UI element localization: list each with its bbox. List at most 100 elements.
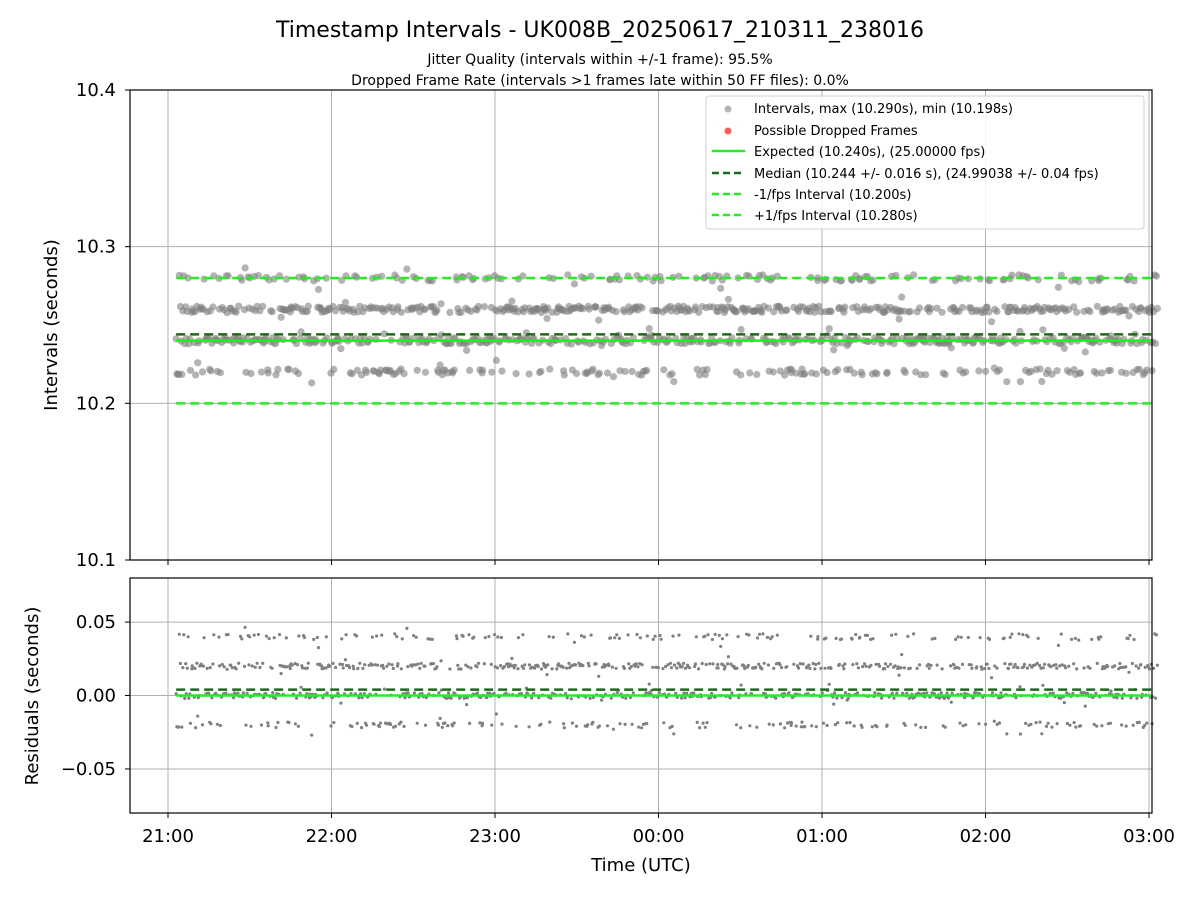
residual-point <box>605 724 610 728</box>
residual-point <box>711 662 715 666</box>
interval-point <box>184 274 192 282</box>
residual-point <box>456 663 460 668</box>
interval-point <box>1143 366 1151 374</box>
residual-point <box>852 724 856 728</box>
residual-point <box>380 633 384 637</box>
interval-point <box>241 264 249 272</box>
residual-point <box>236 691 240 695</box>
residual-point <box>1132 637 1136 642</box>
interval-point <box>612 308 620 316</box>
interval-point <box>737 371 745 379</box>
residual-point <box>897 673 901 677</box>
residual-point <box>439 659 443 663</box>
residual-point <box>390 663 394 667</box>
residual-point <box>399 667 403 671</box>
residual-point <box>1022 665 1026 669</box>
residual-point <box>964 723 968 727</box>
interval-point <box>544 304 552 312</box>
residual-point <box>1109 689 1113 693</box>
interval-point <box>579 305 587 313</box>
residual-point <box>708 662 712 666</box>
residual-point <box>1008 635 1012 640</box>
residual-point <box>814 662 818 667</box>
residual-point <box>1143 723 1147 728</box>
chart-title: Timestamp Intervals - UK008B_20250617_21… <box>275 18 924 43</box>
interval-point <box>285 365 293 374</box>
residual-point <box>992 719 996 723</box>
residual-point <box>706 633 710 637</box>
residual-point <box>780 666 784 670</box>
residual-point <box>294 696 299 700</box>
residual-point <box>997 721 1002 725</box>
residual-point <box>670 724 674 729</box>
residual-point <box>757 632 762 636</box>
residual-point <box>1137 720 1141 725</box>
residual-point <box>636 665 640 669</box>
residual-point <box>500 722 504 726</box>
residual-point <box>276 720 280 725</box>
residual-point <box>819 666 823 671</box>
interval-point <box>277 313 285 321</box>
residual-point <box>871 637 875 641</box>
residual-point <box>924 725 928 730</box>
residual-point <box>182 633 186 637</box>
residual-point <box>895 691 899 695</box>
residual-point <box>565 666 569 670</box>
residual-point <box>726 655 731 659</box>
interval-point <box>814 274 822 282</box>
residual-point <box>599 698 604 702</box>
residual-point <box>918 663 922 667</box>
residual-point <box>680 665 684 669</box>
interval-point <box>543 314 551 322</box>
residual-point <box>587 664 591 668</box>
interval-point <box>603 369 612 377</box>
residual-point <box>1068 723 1072 727</box>
residual-point <box>851 663 855 667</box>
interval-point <box>589 365 597 373</box>
interval-point <box>466 366 474 374</box>
residual-point <box>704 662 708 667</box>
interval-point <box>1036 365 1044 373</box>
residual-point <box>813 667 817 671</box>
residual-point <box>466 665 470 669</box>
interval-point <box>478 366 487 374</box>
residual-point <box>489 662 493 667</box>
residual-point <box>423 664 427 668</box>
residual-point <box>754 665 758 670</box>
residual-point <box>1137 666 1141 670</box>
interval-point <box>537 367 545 375</box>
residual-point <box>708 696 713 700</box>
residual-point <box>713 632 717 637</box>
residual-point <box>241 691 245 695</box>
interval-point <box>216 369 224 377</box>
interval-point <box>830 346 838 354</box>
residual-point <box>178 661 182 666</box>
residuals-points <box>174 625 1159 737</box>
residual-point <box>1154 633 1158 637</box>
residual-point <box>305 666 309 670</box>
interval-point <box>186 366 194 374</box>
residual-point <box>551 635 555 639</box>
interval-point <box>572 369 581 378</box>
residual-point <box>925 691 929 695</box>
residual-point <box>969 663 973 667</box>
x-tick-label: 00:00 <box>633 826 685 847</box>
residual-point <box>816 635 820 639</box>
residual-point <box>334 665 338 670</box>
interval-point <box>592 303 600 311</box>
residual-point <box>634 662 638 666</box>
residual-point <box>310 733 314 737</box>
residual-point <box>755 636 760 640</box>
residual-point <box>820 691 824 695</box>
interval-point <box>322 274 330 282</box>
residual-point <box>188 721 192 725</box>
y-tick-label: 10.2 <box>76 393 116 414</box>
residual-point <box>338 662 342 666</box>
residual-point <box>645 634 649 638</box>
residual-point <box>523 663 527 667</box>
residual-point <box>858 635 862 639</box>
interval-point <box>1076 369 1085 377</box>
residual-point <box>864 664 868 668</box>
residual-point <box>431 662 435 666</box>
residual-point <box>284 636 288 640</box>
